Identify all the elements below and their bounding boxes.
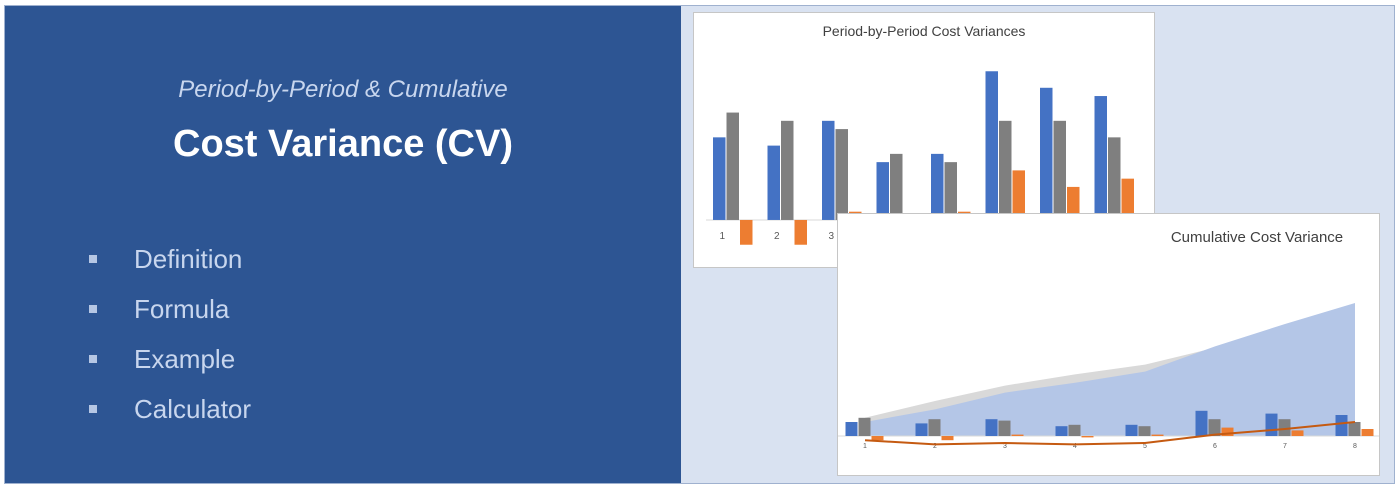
bar bbox=[1108, 137, 1121, 220]
bar bbox=[1221, 427, 1234, 436]
cumulative-line bbox=[864, 421, 1356, 446]
bar bbox=[1012, 170, 1025, 220]
bar bbox=[1121, 178, 1134, 220]
bar bbox=[915, 423, 928, 436]
bar bbox=[781, 120, 794, 220]
bar bbox=[999, 120, 1012, 220]
topic-item-calculator[interactable]: Calculator bbox=[89, 384, 251, 434]
bar bbox=[1138, 426, 1151, 436]
x-tick-label: 2 bbox=[774, 231, 780, 242]
slide-frame bbox=[4, 5, 1395, 484]
bar bbox=[1361, 429, 1374, 436]
bar bbox=[1125, 424, 1138, 436]
bar bbox=[822, 120, 835, 220]
bullet-square-icon bbox=[89, 305, 97, 313]
bar bbox=[1195, 410, 1208, 436]
topic-item-formula[interactable]: Formula bbox=[89, 284, 251, 334]
bar bbox=[1291, 430, 1304, 436]
bar bbox=[1348, 422, 1361, 436]
slide-title: Cost Variance (CV) bbox=[173, 123, 513, 165]
bar bbox=[1011, 434, 1024, 436]
x-tick-label: 1 bbox=[863, 443, 867, 450]
area-series bbox=[865, 303, 1355, 436]
bar bbox=[1335, 415, 1348, 436]
x-tick-label: 6 bbox=[1213, 443, 1217, 450]
topic-list: Definition Formula Example Calculator bbox=[89, 234, 251, 434]
bar bbox=[1265, 413, 1278, 436]
x-tick-label: 4 bbox=[1073, 443, 1077, 450]
x-tick-label: 2 bbox=[933, 443, 937, 450]
bar bbox=[794, 219, 807, 245]
cumulative-chart-title: Cumulative Cost Variance bbox=[1171, 229, 1343, 246]
bar bbox=[845, 422, 858, 436]
bar bbox=[871, 436, 884, 441]
slide-subtitle: Period-by-Period & Cumulative bbox=[178, 76, 508, 103]
bar bbox=[944, 162, 957, 220]
bar bbox=[985, 419, 998, 436]
x-tick-label: 3 bbox=[828, 231, 834, 242]
bar bbox=[858, 417, 871, 436]
bar bbox=[931, 153, 944, 220]
bullet-square-icon bbox=[89, 355, 97, 363]
x-tick-label: 1 bbox=[719, 231, 725, 242]
bar bbox=[1094, 96, 1107, 220]
bar bbox=[767, 145, 780, 220]
bar bbox=[1055, 426, 1068, 436]
topic-item-example[interactable]: Example bbox=[89, 334, 251, 384]
bar bbox=[1040, 87, 1053, 220]
x-tick-label: 3 bbox=[1003, 443, 1007, 450]
bar bbox=[928, 419, 941, 436]
bar bbox=[985, 71, 998, 220]
bar bbox=[835, 129, 848, 220]
bar bbox=[1081, 436, 1094, 438]
period-chart-title: Period-by-Period Cost Variances bbox=[823, 23, 1026, 39]
bar bbox=[1068, 424, 1081, 436]
topic-label: Example bbox=[134, 343, 236, 374]
bar bbox=[740, 219, 753, 245]
x-tick-label: 7 bbox=[1283, 443, 1287, 450]
bar bbox=[1151, 434, 1164, 436]
topic-item-definition[interactable]: Definition bbox=[89, 234, 251, 284]
bar bbox=[1278, 419, 1291, 436]
x-tick-label: 8 bbox=[1353, 443, 1357, 450]
bar bbox=[998, 420, 1011, 436]
x-tick-label: 5 bbox=[1143, 443, 1147, 450]
bullet-square-icon bbox=[89, 405, 97, 413]
bar bbox=[1208, 419, 1221, 436]
topic-label: Formula bbox=[134, 293, 230, 324]
topic-label: Definition bbox=[134, 243, 243, 274]
bar bbox=[726, 112, 739, 220]
bar bbox=[1067, 186, 1080, 220]
cumulative-chart: 1 2 3 4 5 6 7 8 Cumulative Cost Variance bbox=[838, 229, 1379, 450]
bar bbox=[890, 153, 903, 220]
bar bbox=[876, 162, 889, 220]
bar bbox=[713, 137, 726, 220]
left-panel: Period-by-Period & Cumulative Cost Varia… bbox=[5, 6, 681, 483]
bar bbox=[941, 436, 954, 441]
cumulative-chart-plot: 1 2 3 4 5 6 7 8 bbox=[838, 303, 1379, 450]
topic-label: Calculator bbox=[134, 393, 252, 424]
cumulative-chart-panel: 1 2 3 4 5 6 7 8 Cumulative Cost Variance bbox=[837, 213, 1380, 476]
bar bbox=[1053, 120, 1066, 220]
bullet-square-icon bbox=[89, 255, 97, 263]
